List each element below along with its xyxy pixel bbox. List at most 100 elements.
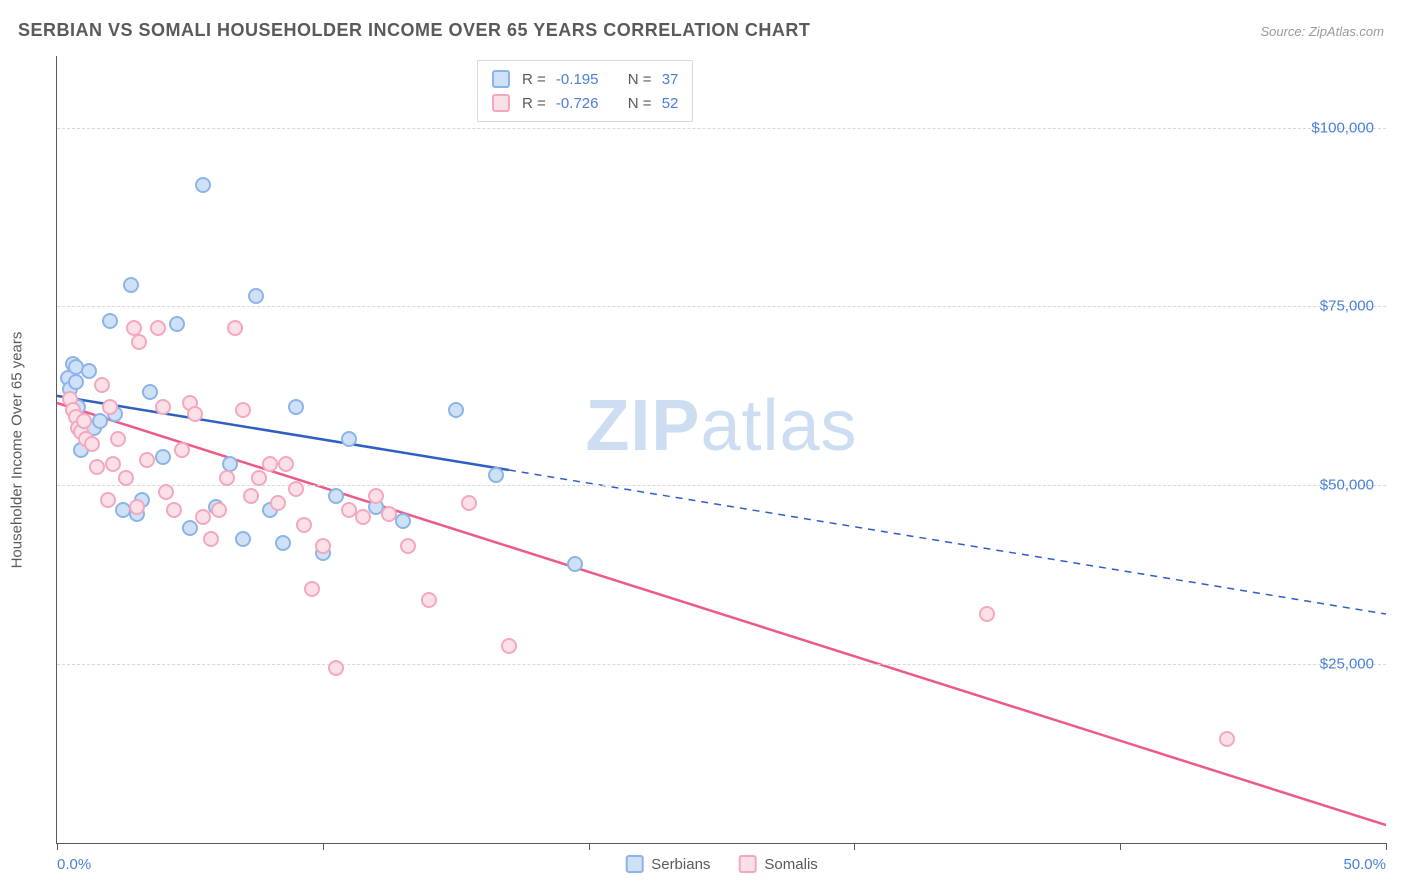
- watermark-zip: ZIP: [585, 386, 700, 466]
- data-point-serbians: [68, 374, 84, 390]
- gridline: [57, 664, 1386, 665]
- data-point-somalis: [235, 402, 251, 418]
- data-point-somalis: [89, 459, 105, 475]
- data-point-somalis: [166, 502, 182, 518]
- chart-container: SERBIAN VS SOMALI HOUSEHOLDER INCOME OVE…: [0, 0, 1406, 892]
- chart-title: SERBIAN VS SOMALI HOUSEHOLDER INCOME OVE…: [18, 20, 810, 41]
- series-swatch-serbians: [625, 855, 643, 873]
- x-tick: [323, 843, 324, 850]
- data-point-somalis: [76, 413, 92, 429]
- data-point-serbians: [235, 531, 251, 547]
- source-credit: Source: ZipAtlas.com: [1260, 24, 1384, 39]
- data-point-somalis: [84, 436, 100, 452]
- series-legend: Serbians Somalis: [625, 855, 818, 873]
- data-point-somalis: [304, 581, 320, 597]
- legend-n-value: 52: [658, 95, 679, 112]
- data-point-somalis: [421, 592, 437, 608]
- data-point-somalis: [155, 399, 171, 415]
- data-point-somalis: [131, 334, 147, 350]
- data-point-somalis: [251, 470, 267, 486]
- legend-r-value: -0.726: [552, 95, 612, 112]
- data-point-somalis: [94, 377, 110, 393]
- data-point-somalis: [381, 506, 397, 522]
- data-point-serbians: [102, 313, 118, 329]
- legend-n-value: 37: [658, 71, 679, 88]
- data-point-somalis: [368, 488, 384, 504]
- data-point-serbians: [488, 467, 504, 483]
- legend-r-value: -0.195: [552, 71, 612, 88]
- data-point-serbians: [142, 384, 158, 400]
- data-point-serbians: [123, 277, 139, 293]
- data-point-somalis: [139, 452, 155, 468]
- legend-row-serbians: R = -0.195 N = 37: [492, 67, 678, 91]
- data-point-serbians: [448, 402, 464, 418]
- data-point-somalis: [315, 538, 331, 554]
- legend-r-label: R =: [522, 71, 546, 88]
- data-point-somalis: [355, 509, 371, 525]
- data-point-serbians: [275, 535, 291, 551]
- x-tick: [1120, 843, 1121, 850]
- legend-r-label: R =: [522, 95, 546, 112]
- data-point-somalis: [461, 495, 477, 511]
- data-point-somalis: [118, 470, 134, 486]
- series-legend-entry-serbians: Serbians: [625, 855, 710, 873]
- data-point-somalis: [195, 509, 211, 525]
- correlation-legend: R = -0.195 N = 37 R = -0.726 N = 52: [477, 60, 693, 122]
- trendline-somalis: [57, 403, 1386, 825]
- x-tick: [57, 843, 58, 850]
- x-tick-label: 0.0%: [57, 856, 91, 873]
- trendline-dash-serbians: [509, 470, 1386, 614]
- trend-lines-layer: [57, 56, 1386, 843]
- data-point-somalis: [296, 517, 312, 533]
- y-axis-label: Householder Income Over 65 years: [9, 331, 26, 568]
- x-tick: [854, 843, 855, 850]
- x-tick: [589, 843, 590, 850]
- data-point-serbians: [92, 413, 108, 429]
- series-label: Somalis: [764, 856, 817, 873]
- legend-row-somalis: R = -0.726 N = 52: [492, 91, 678, 115]
- data-point-serbians: [81, 363, 97, 379]
- data-point-serbians: [288, 399, 304, 415]
- data-point-somalis: [501, 638, 517, 654]
- legend-n-label: N =: [628, 95, 652, 112]
- data-point-somalis: [158, 484, 174, 500]
- data-point-somalis: [328, 660, 344, 676]
- watermark: ZIPatlas: [585, 385, 857, 467]
- y-tick-label: $50,000: [1320, 477, 1374, 494]
- data-point-serbians: [182, 520, 198, 536]
- x-tick: [1386, 843, 1387, 850]
- legend-swatch-somalis: [492, 94, 510, 112]
- data-point-serbians: [248, 288, 264, 304]
- data-point-somalis: [243, 488, 259, 504]
- x-tick-label: 50.0%: [1343, 856, 1386, 873]
- data-point-somalis: [150, 320, 166, 336]
- data-point-somalis: [211, 502, 227, 518]
- source-prefix: Source:: [1260, 24, 1308, 39]
- data-point-somalis: [1219, 731, 1235, 747]
- data-point-somalis: [979, 606, 995, 622]
- data-point-somalis: [227, 320, 243, 336]
- y-tick-label: $100,000: [1311, 119, 1374, 136]
- data-point-serbians: [195, 177, 211, 193]
- watermark-atlas: atlas: [700, 386, 857, 466]
- data-point-somalis: [105, 456, 121, 472]
- data-point-somalis: [270, 495, 286, 511]
- data-point-serbians: [567, 556, 583, 572]
- series-swatch-somalis: [738, 855, 756, 873]
- y-tick-label: $75,000: [1320, 298, 1374, 315]
- data-point-somalis: [278, 456, 294, 472]
- data-point-serbians: [341, 431, 357, 447]
- gridline: [57, 128, 1386, 129]
- legend-swatch-serbians: [492, 70, 510, 88]
- source-name: ZipAtlas.com: [1309, 24, 1384, 39]
- data-point-serbians: [169, 316, 185, 332]
- data-point-somalis: [262, 456, 278, 472]
- data-point-somalis: [400, 538, 416, 554]
- data-point-somalis: [174, 442, 190, 458]
- data-point-somalis: [110, 431, 126, 447]
- data-point-serbians: [155, 449, 171, 465]
- legend-n-label: N =: [628, 71, 652, 88]
- data-point-somalis: [129, 499, 145, 515]
- gridline: [57, 306, 1386, 307]
- data-point-somalis: [102, 399, 118, 415]
